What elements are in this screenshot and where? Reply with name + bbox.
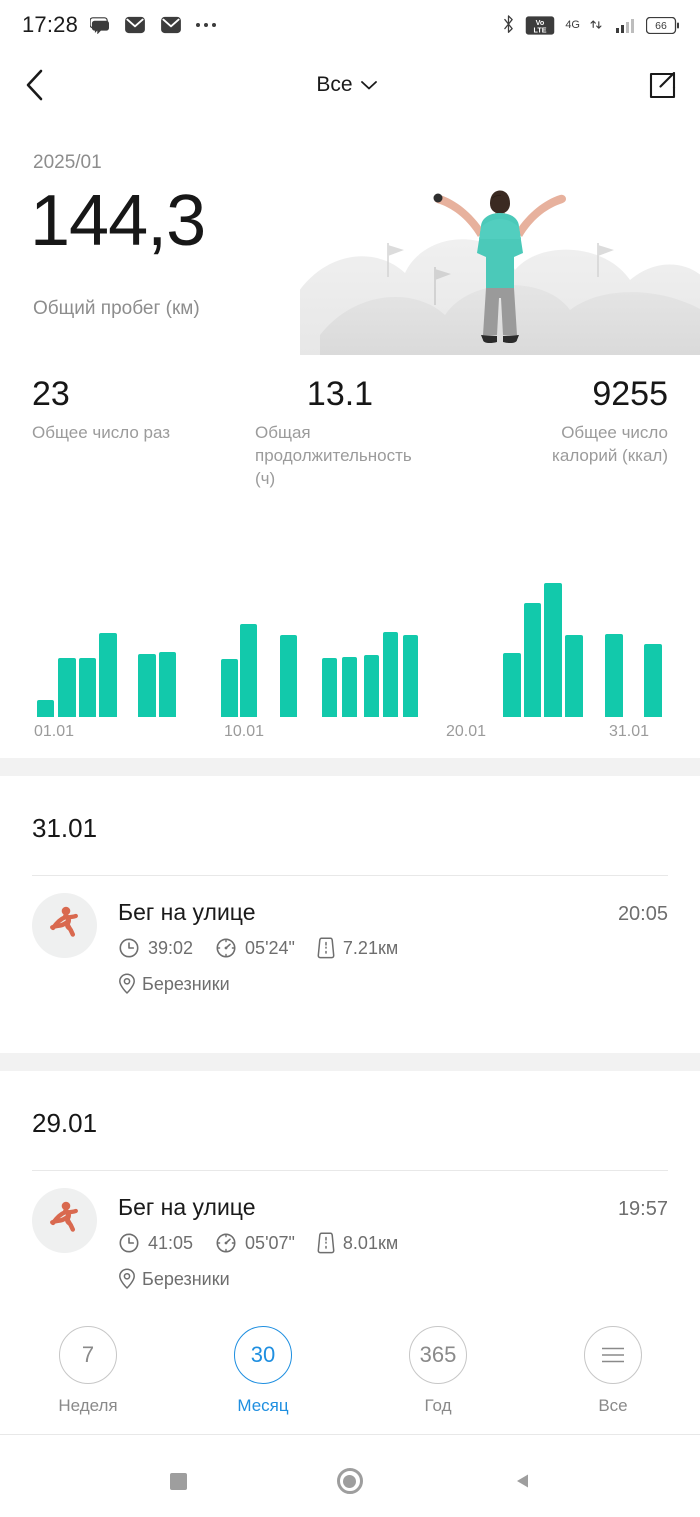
- svg-text:66: 66: [655, 20, 667, 32]
- svg-text:LTE: LTE: [534, 26, 547, 34]
